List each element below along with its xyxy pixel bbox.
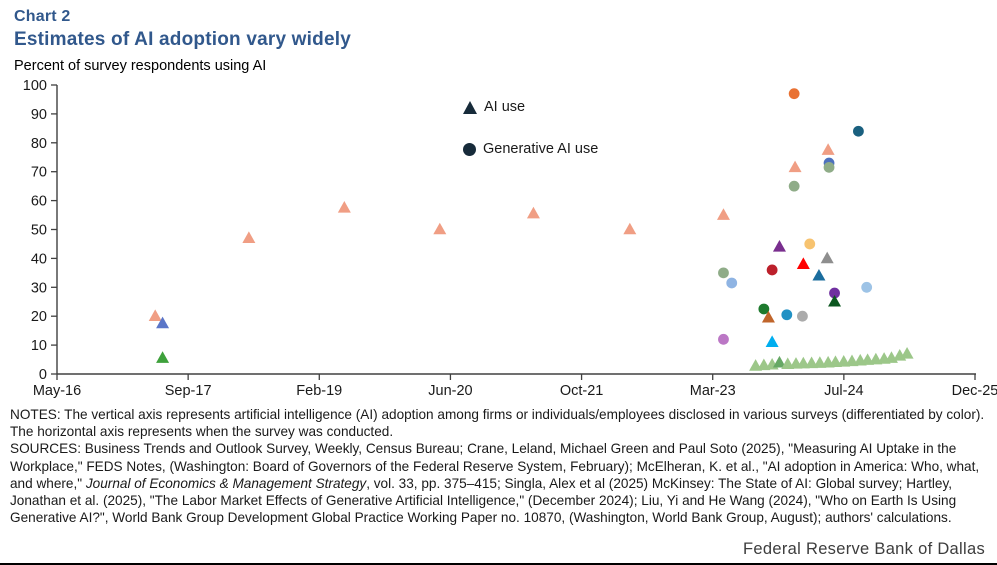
generative-ai-data-point xyxy=(718,267,729,279)
ai-use-data-point xyxy=(772,355,786,368)
legend-label-ai-use: AI use xyxy=(484,99,526,115)
y-tick-label: 10 xyxy=(31,338,47,354)
ai-use-data-point xyxy=(828,294,842,307)
generative-ai-data-point xyxy=(829,287,840,299)
y-tick-label: 40 xyxy=(31,251,47,267)
ai-use-data-point xyxy=(812,268,826,281)
x-tick-label: Mar-23 xyxy=(690,383,736,399)
generative-ai-data-point xyxy=(766,264,778,276)
legend: AI use Generative AI use xyxy=(463,99,598,157)
y-tick-label: 30 xyxy=(31,280,47,296)
y-tick-label: 0 xyxy=(39,367,47,383)
legend-item-ai-use: AI use xyxy=(463,99,598,115)
legend-item-generative-ai-use: Generative AI use xyxy=(463,141,598,157)
ai-use-data-point xyxy=(716,208,730,220)
ai-use-data-point xyxy=(526,206,540,219)
ai-use-data-point xyxy=(156,351,170,363)
ai-use-data-point xyxy=(623,222,637,235)
ai-use-data-point xyxy=(761,310,775,323)
sources-part1: SOURCES: Business Trends and Outlook Sur… xyxy=(10,441,980,491)
x-tick-label: Jun-20 xyxy=(428,383,472,399)
ai-use-data-point xyxy=(148,309,162,321)
generative-ai-data-point xyxy=(788,88,800,100)
y-tick-label: 90 xyxy=(31,107,47,123)
ai-use-data-point xyxy=(156,316,170,329)
legend-label-generative-ai-use: Generative AI use xyxy=(483,141,599,157)
scatter-plot: 0 10 20 30 40 50 60 70 80 90 100 May-16 Sep-17 Feb-19… xyxy=(23,78,997,399)
sources-journal-title: Journal of Economics & Management Strate… xyxy=(85,475,367,491)
ai-use-data-point xyxy=(820,251,834,264)
generative-ai-data-point xyxy=(718,333,729,345)
generative-ai-data-point xyxy=(823,161,835,173)
ai-use-data-point xyxy=(796,257,810,269)
x-tick-label: Feb-19 xyxy=(296,383,342,399)
generative-ai-data-point xyxy=(726,277,738,289)
triangle-marker-icon xyxy=(463,100,477,114)
bottom-rule xyxy=(0,563,997,565)
sources-part2: , vol. 33, pp. 375–415; Singla, Alex et … xyxy=(10,475,957,526)
y-axis-title: Percent of survey respondents using AI xyxy=(14,58,267,74)
notes-block: NOTES: The vertical axis represents arti… xyxy=(10,406,993,526)
ai-use-data-point xyxy=(788,160,802,173)
chart-header: Chart 2 Estimates of AI adoption vary wi… xyxy=(14,8,351,74)
ai-use-data-point xyxy=(242,231,256,243)
ai-use-data-point xyxy=(337,201,351,213)
y-tick-label: 20 xyxy=(31,309,47,325)
generative-ai-data-point xyxy=(797,310,808,322)
y-tick-label: 60 xyxy=(31,194,47,210)
y-tick-label: 70 xyxy=(31,165,47,181)
ai-use-data-point xyxy=(900,346,914,359)
generative-ai-data-point xyxy=(804,238,816,250)
y-tick-label: 100 xyxy=(23,78,47,94)
ai-use-data-point xyxy=(772,240,786,252)
chart-number: Chart 2 xyxy=(14,8,71,25)
ai-use-data-point xyxy=(765,335,779,348)
x-tick-label: Oct-21 xyxy=(560,383,604,399)
ai-use-data-point xyxy=(433,222,447,235)
generative-ai-data-point xyxy=(788,180,800,192)
generative-ai-data-point xyxy=(781,309,793,321)
y-tick-label: 80 xyxy=(31,136,47,152)
x-tick-label: Sep-17 xyxy=(165,383,212,399)
circle-marker-icon xyxy=(463,142,476,156)
generative-ai-data-point xyxy=(758,303,770,315)
sources-text: SOURCES: Business Trends and Outlook Sur… xyxy=(10,440,993,526)
footer-brand: Federal Reserve Bank of Dallas xyxy=(743,540,985,558)
x-tick-label: May-16 xyxy=(33,383,81,399)
generative-ai-data-point xyxy=(853,125,864,137)
ai-use-data-point xyxy=(821,143,835,155)
x-tick-label: Jul-24 xyxy=(824,383,864,399)
page-title: Estimates of AI adoption vary widely xyxy=(14,29,351,50)
y-tick-label: 50 xyxy=(31,223,47,239)
generative-ai-data-point xyxy=(861,281,873,293)
x-tick-label: Dec-25 xyxy=(952,383,997,399)
notes-text: NOTES: The vertical axis represents arti… xyxy=(10,407,985,440)
